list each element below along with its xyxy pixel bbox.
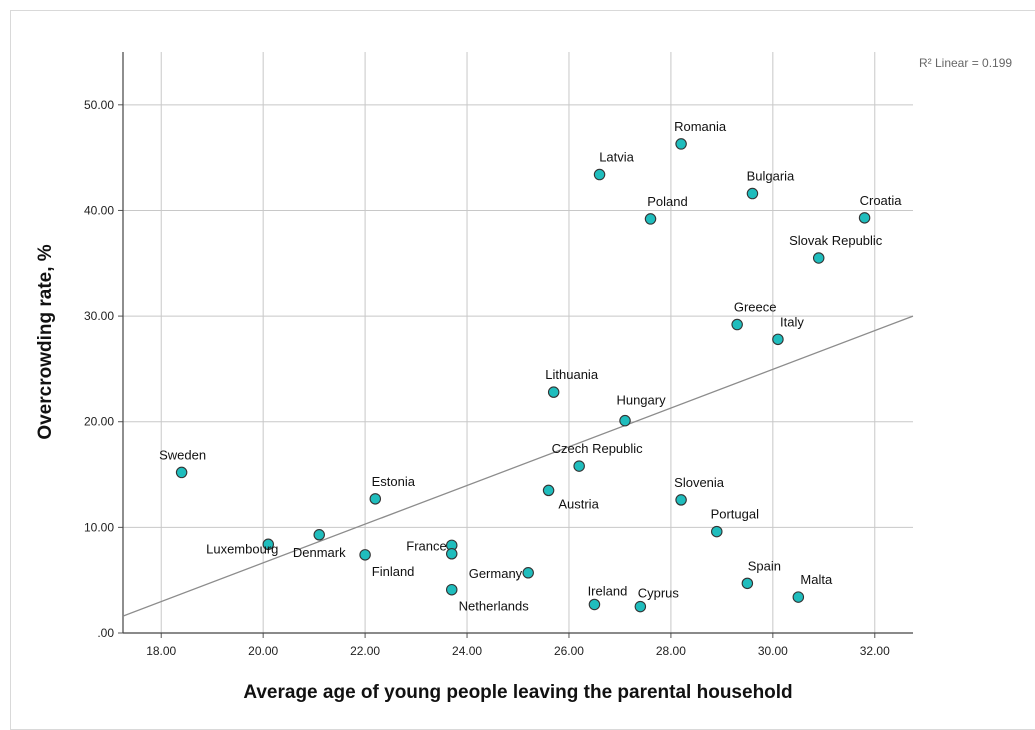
x-tick-label: 28.00 [656, 644, 686, 658]
point-labels: Sweden Luxembourg Denmark Finland Estonia Fra… [159, 119, 902, 614]
y-axis-title: Overcrowding rate, % [35, 244, 56, 439]
x-tick-label: 26.00 [554, 644, 584, 658]
data-point [522, 567, 534, 579]
y-tick-label: 40.00 [84, 203, 114, 217]
point-label: Netherlands [459, 599, 530, 614]
point-label: Lithuania [545, 367, 599, 382]
x-tick-label: 18.00 [146, 644, 176, 658]
data-point [369, 493, 382, 505]
point-label: Bulgaria [747, 169, 795, 184]
fit-line [122, 315, 914, 617]
point-label: Ireland [588, 583, 628, 598]
point-label: Cyprus [638, 586, 680, 601]
x-tick-label: 32.00 [860, 644, 890, 658]
point-label: Hungary [616, 393, 666, 408]
data-point [588, 598, 601, 611]
data-points [175, 138, 871, 613]
point-label: Estonia [372, 474, 416, 489]
point-label: Latvia [599, 150, 634, 165]
r2-linear-label: R² Linear = 0.199 [919, 56, 1012, 70]
data-point [711, 525, 723, 538]
data-point [593, 168, 606, 181]
data-point [634, 600, 647, 613]
x-axis-title: Average age of young people leaving the … [243, 682, 792, 703]
point-label: Sweden [159, 447, 206, 462]
axes [118, 52, 913, 638]
point-label: Poland [647, 194, 687, 209]
y-tick-label: 10.00 [84, 520, 114, 534]
point-label: Slovak Republic [789, 233, 883, 248]
point-label: Greece [734, 300, 777, 315]
data-point [792, 591, 805, 603]
data-point [731, 318, 743, 331]
x-tick-label: 20.00 [248, 644, 278, 658]
data-point [858, 212, 871, 224]
point-label: Romania [674, 119, 727, 134]
y-tick-label: .00 [97, 626, 114, 640]
point-label: Finland [372, 564, 415, 579]
point-label: Czech Republic [552, 441, 644, 456]
point-label: Slovenia [674, 475, 725, 490]
data-point [675, 494, 687, 506]
data-point [644, 213, 657, 225]
x-tick-label: 30.00 [758, 644, 788, 658]
y-tick-label: 30.00 [84, 309, 114, 323]
data-point [812, 252, 825, 264]
point-label: Portugal [711, 507, 760, 522]
x-tick-label: 24.00 [452, 644, 482, 658]
point-label: Italy [780, 314, 804, 329]
point-label: Luxembourg [206, 541, 278, 556]
data-point [619, 414, 631, 427]
data-point [445, 583, 458, 596]
data-point [262, 538, 275, 551]
data-point [542, 484, 555, 497]
data-point [547, 386, 560, 398]
data-point [741, 577, 754, 590]
grid-lines [123, 52, 913, 633]
chart-frame [10, 10, 1035, 730]
data-point [772, 333, 784, 346]
point-label: Croatia [860, 193, 903, 208]
data-point [675, 138, 687, 150]
data-point [746, 187, 759, 200]
point-label: Austria [558, 496, 599, 511]
point-label: Germany [469, 566, 523, 581]
point-label: Denmark [293, 545, 346, 560]
point-label: France [406, 538, 446, 553]
point-label: Malta [800, 572, 833, 587]
data-point [175, 466, 188, 479]
tick-labels: 18.00 20.00 22.00 24.00 26.00 28.00 30.00 32.00… [84, 98, 890, 658]
data-point [359, 549, 371, 561]
x-tick-label: 22.00 [350, 644, 380, 658]
data-point [313, 529, 325, 541]
data-point [573, 460, 585, 472]
y-tick-label: 50.00 [84, 98, 114, 112]
y-tick-label: 20.00 [84, 415, 114, 429]
data-point [445, 548, 458, 560]
point-label: Spain [748, 558, 781, 573]
